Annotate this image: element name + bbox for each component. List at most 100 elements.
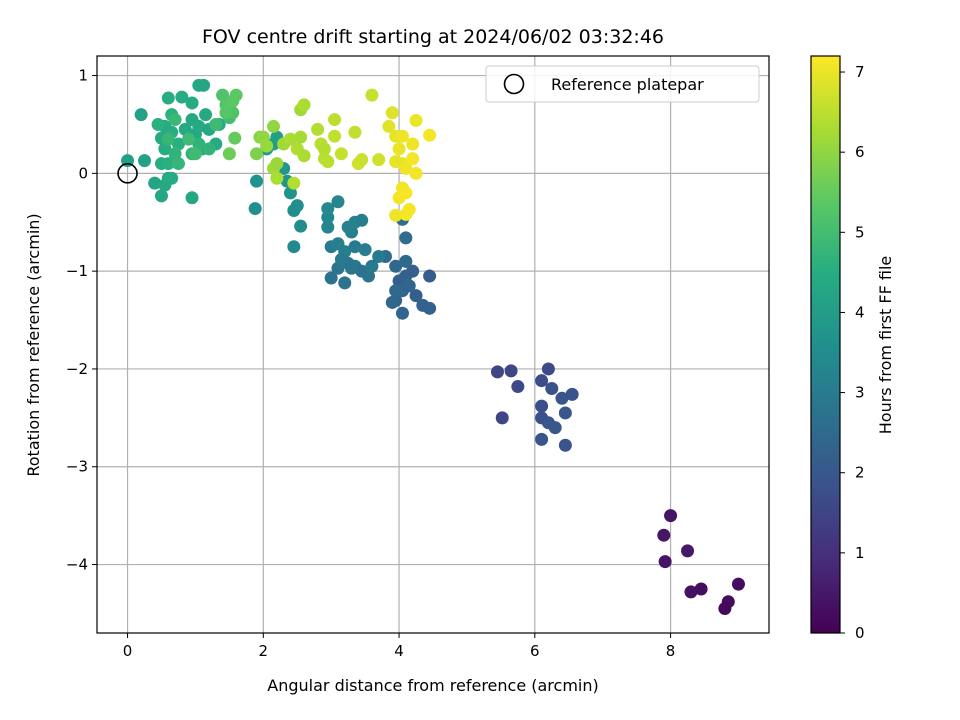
data-point [392,142,406,156]
data-point [423,128,437,142]
data-point [321,155,335,169]
data-point [385,295,399,309]
data-point [372,153,386,167]
y-tick-label: −4 [66,556,88,574]
x-tick-label: 0 [123,642,133,660]
data-point [185,191,199,205]
data-point [423,301,437,315]
colorbar [810,55,841,634]
data-point [266,119,280,133]
data-point [511,380,525,394]
data-point [389,259,403,273]
data-point [297,149,311,163]
data-point [148,176,162,190]
reference-platepar-marker [117,163,138,184]
data-point [192,119,206,133]
data-point [197,78,211,92]
data-point [490,365,504,379]
data-point [161,132,175,146]
data-point [694,582,708,596]
data-point [226,94,240,108]
data-point [718,602,732,616]
colorbar-tick-label: 3 [855,384,865,402]
plot-frame [96,55,770,634]
chart-title: FOV centre drift starting at 2024/06/02 … [202,26,664,48]
data-point [297,98,311,112]
data-point [134,108,148,122]
y-tick-label: 0 [78,164,88,182]
data-point [321,220,335,234]
data-point [495,411,509,425]
x-tick-label: 8 [666,642,676,660]
data-point [192,137,206,151]
data-point [248,202,262,216]
data-point [365,259,379,273]
data-point [331,195,345,209]
data-point [409,114,423,128]
data-point [348,240,362,254]
colorbar-ticks: 0 1 2 3 4 5 6 7 [840,63,865,642]
data-point [399,254,413,268]
data-point [287,176,301,190]
data-point [358,243,372,257]
data-point [545,382,559,396]
data-point [409,166,423,180]
data-point [182,132,196,146]
data-point [171,137,185,151]
data-point [382,119,396,133]
colorbar-tick-label: 4 [855,303,865,321]
data-point [175,90,189,104]
data-point [402,279,416,293]
data-point [338,276,352,290]
data-point [348,125,362,139]
x-axis-label: Angular distance from reference (arcmin) [267,676,598,695]
data-point [311,122,325,136]
data-point [372,249,386,263]
data-point [555,391,569,405]
colorbar-tick-label: 7 [855,63,865,81]
data-point [294,219,308,233]
data-point [219,106,233,120]
data-point [558,406,572,420]
data-point [389,155,403,169]
data-point [283,132,297,146]
data-point [199,108,213,122]
y-tick-label: −2 [66,360,88,378]
data-point [399,186,413,200]
data-point [222,147,236,161]
colorbar-tick-label: 1 [855,544,865,562]
x-tick-label: 2 [259,642,269,660]
legend-box [485,65,760,103]
y-tick-label: 1 [78,67,88,85]
data-point [399,231,413,245]
data-point [406,137,420,151]
data-point [270,157,284,171]
data-point [657,528,671,542]
data-point [535,399,549,413]
data-point [423,269,437,283]
data-point [138,154,152,168]
x-tick-label: 4 [394,642,404,660]
data-point [681,544,695,558]
data-point [402,203,416,217]
data-points [121,78,745,616]
data-point [334,147,348,161]
data-point [270,171,284,185]
data-point [565,387,579,401]
data-point [558,438,572,452]
data-point [684,585,698,599]
data-point [188,147,202,161]
colorbar-tick-label: 5 [855,223,865,241]
colorbar-tick-label: 2 [855,464,865,482]
data-point [168,147,182,161]
y-axis-label: Rotation from reference (arcmin) [24,213,43,476]
data-point [395,306,409,320]
data-point [283,186,297,200]
data-point [389,208,403,222]
data-point [202,142,216,156]
legend-marker [503,73,525,95]
data-point [365,88,379,102]
data-point [250,147,264,161]
y-tick-label: −3 [66,458,88,476]
